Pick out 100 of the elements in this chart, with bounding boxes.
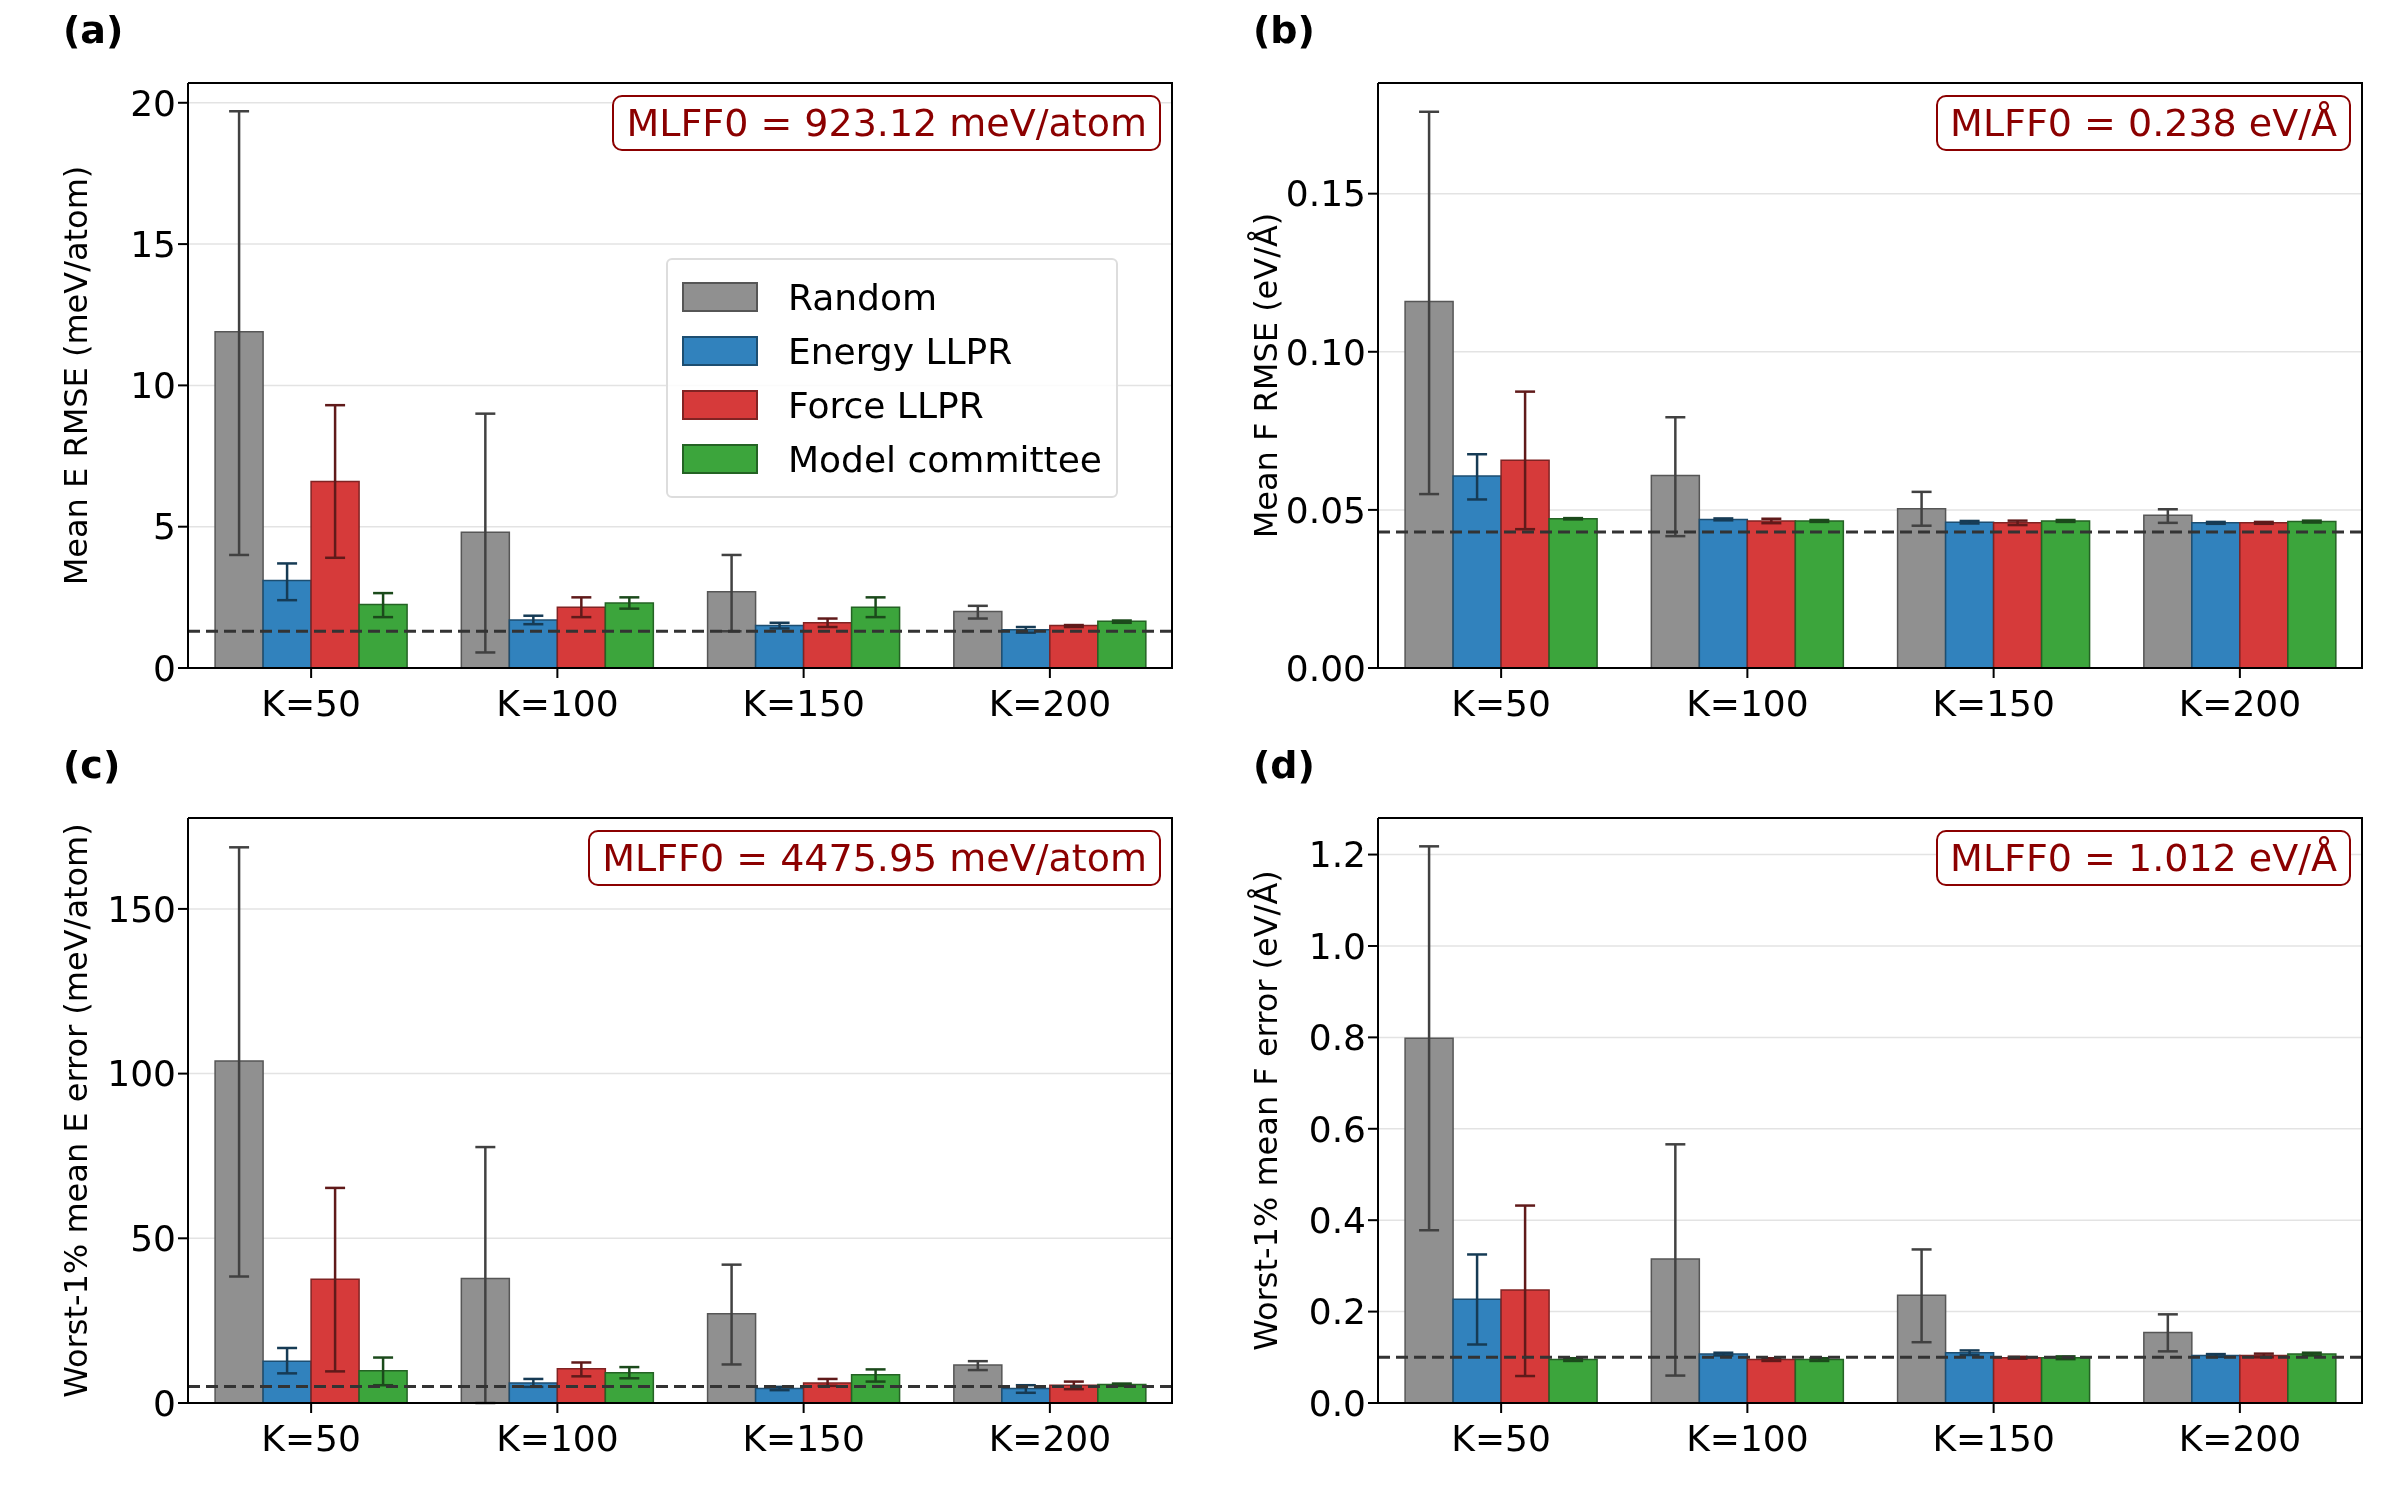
bar — [1097, 620, 1147, 668]
bar — [1896, 507, 1947, 668]
bar — [460, 1277, 511, 1403]
x-tick-label: K=150 — [742, 682, 865, 724]
bar — [953, 1364, 1003, 1403]
bar — [1746, 520, 1797, 668]
chart-title: (a) — [63, 8, 124, 52]
x-tick-label: K=50 — [1451, 682, 1551, 724]
bar — [1746, 1358, 1797, 1403]
bar — [262, 579, 312, 668]
y-tick-label: 0.00 — [1285, 647, 1366, 689]
bar — [2287, 520, 2337, 668]
bar — [460, 531, 511, 668]
legend-label: Force LLPR — [787, 384, 984, 426]
bar — [1944, 1351, 1995, 1403]
bar — [1794, 1358, 1845, 1403]
bar — [556, 606, 607, 668]
bar — [358, 1369, 408, 1403]
y-axis-title: Mean E RMSE (meV/atom) — [57, 165, 96, 586]
bar — [1404, 300, 1454, 668]
annotation: MLFF0 = 1.012 eV/Å — [1936, 830, 2351, 886]
bar — [2239, 1354, 2289, 1403]
annotation: MLFF0 = 0.238 eV/Å — [1936, 95, 2351, 151]
bar — [1698, 1353, 1749, 1403]
bar — [214, 330, 264, 668]
bar — [2143, 514, 2193, 668]
bar — [1944, 521, 1995, 668]
bar — [1548, 518, 1598, 668]
bar — [1896, 1294, 1947, 1403]
x-tick-label: K=100 — [496, 1417, 619, 1459]
bar — [1001, 629, 1051, 668]
bar — [754, 624, 805, 668]
annotation: MLFF0 = 4475.95 meV/atom — [588, 830, 1161, 886]
y-tick-label: 0.10 — [1285, 331, 1366, 373]
legend-label: Random — [787, 276, 938, 318]
y-axis-title: Worst-1% mean F error (eV/Å) — [1247, 870, 1286, 1351]
y-tick-label: 1.0 — [1308, 925, 1366, 967]
y-tick-label: 5 — [153, 506, 176, 548]
y-tick-label: 0.05 — [1285, 489, 1366, 531]
bar — [310, 480, 360, 668]
x-tick-label: K=50 — [261, 682, 361, 724]
legend-label: Energy LLPR — [787, 330, 1013, 372]
bar — [1698, 518, 1749, 668]
bar — [1452, 475, 1502, 668]
y-tick-label: 50 — [130, 1218, 176, 1260]
y-axis-title: Worst-1% mean E error (meV/atom) — [57, 823, 96, 1398]
x-tick-label: K=150 — [1932, 682, 2055, 724]
y-tick-label: 10 — [130, 365, 176, 407]
chart-title: (c) — [63, 743, 121, 787]
bar — [2040, 1357, 2091, 1403]
y-tick-label: 0.8 — [1308, 1017, 1366, 1059]
x-tick-label: K=200 — [988, 682, 1112, 724]
chart-title: (d) — [1253, 743, 1315, 787]
y-tick-label: 0.15 — [1285, 173, 1366, 215]
bar — [1404, 1037, 1454, 1403]
bar — [262, 1360, 312, 1403]
bar — [706, 590, 757, 668]
y-tick-label: 0.2 — [1308, 1291, 1366, 1333]
x-tick-label: K=50 — [1451, 1417, 1551, 1459]
y-tick-label: 0 — [153, 647, 176, 689]
x-tick-label: K=200 — [988, 1417, 1112, 1459]
bar — [1500, 1289, 1550, 1403]
legend-label: Model committee — [787, 438, 1102, 480]
bar — [1049, 624, 1099, 668]
bar — [2143, 1331, 2193, 1403]
bar — [1992, 1357, 2043, 1403]
bar — [2040, 520, 2091, 668]
y-tick-label: 1.2 — [1308, 834, 1366, 876]
x-tick-label: K=100 — [496, 682, 619, 724]
bar — [1650, 474, 1701, 668]
bar — [850, 606, 901, 668]
bar — [1548, 1358, 1598, 1403]
bar — [214, 1060, 264, 1403]
x-tick-label: K=100 — [1686, 1417, 1809, 1459]
bar — [1794, 520, 1845, 668]
bar — [1452, 1298, 1502, 1403]
y-tick-label: 0 — [153, 1382, 176, 1424]
bar — [802, 622, 853, 668]
y-tick-label: 20 — [130, 82, 176, 124]
bar — [2239, 522, 2289, 668]
x-tick-label: K=200 — [2178, 682, 2302, 724]
bar — [358, 603, 408, 668]
y-tick-label: 100 — [107, 1053, 176, 1095]
bar — [604, 602, 655, 668]
bar — [1650, 1258, 1701, 1403]
bar — [310, 1278, 360, 1403]
x-tick-label: K=150 — [742, 1417, 865, 1459]
bar — [706, 1312, 757, 1403]
chart-title: (b) — [1253, 8, 1315, 52]
bar — [1992, 522, 2043, 668]
x-tick-label: K=50 — [261, 1417, 361, 1459]
x-tick-label: K=150 — [1932, 1417, 2055, 1459]
bar — [2191, 1354, 2241, 1403]
bar — [2287, 1353, 2337, 1403]
annotation: MLFF0 = 923.12 meV/atom — [612, 95, 1161, 151]
x-tick-label: K=200 — [2178, 1417, 2302, 1459]
bar — [2191, 522, 2241, 668]
y-axis-title: Mean F RMSE (eV/Å) — [1247, 212, 1286, 539]
bar — [953, 610, 1003, 668]
y-tick-label: 0.6 — [1308, 1108, 1366, 1150]
